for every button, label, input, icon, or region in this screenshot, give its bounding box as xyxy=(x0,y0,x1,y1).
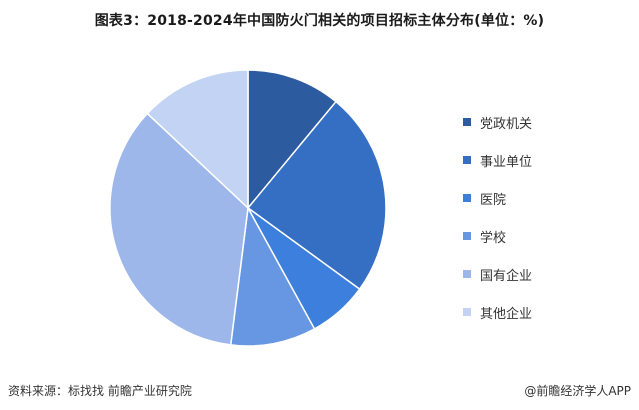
pie-slice-4 xyxy=(109,112,249,346)
legend-item-3: 学校 xyxy=(463,217,532,255)
legend-swatch xyxy=(463,156,471,164)
legend-label: 国有企业 xyxy=(480,268,533,284)
pie-slice-3 xyxy=(229,205,316,347)
legend: 党政机关事业单位医院学校国有企业其他企业 xyxy=(463,103,532,331)
legend-item-4: 国有企业 xyxy=(463,255,532,293)
legend-label: 其他企业 xyxy=(480,306,533,322)
legend-item-0: 党政机关 xyxy=(463,103,532,141)
legend-swatch xyxy=(463,194,471,202)
legend-swatch xyxy=(463,308,471,316)
pie-slice-0 xyxy=(247,69,338,211)
legend-label: 学校 xyxy=(480,230,507,246)
pie-slice-1 xyxy=(246,100,387,291)
source-note: 资料来源：标找找 前瞻产业研究院 xyxy=(8,384,192,398)
legend-swatch xyxy=(463,232,471,240)
legend-item-1: 事业单位 xyxy=(463,141,532,179)
legend-item-5: 其他企业 xyxy=(463,293,532,331)
legend-item-2: 医院 xyxy=(463,179,532,217)
pie-slice-5 xyxy=(146,69,249,210)
copyright-note: @前瞻经济学人APP xyxy=(524,384,631,398)
legend-swatch xyxy=(463,270,471,278)
legend-label: 事业单位 xyxy=(480,154,533,170)
legend-swatch xyxy=(463,118,471,126)
chart-title: 图表3：2018-2024年中国防火门相关的项目招标主体分布(单位：%) xyxy=(94,13,545,29)
legend-label: 医院 xyxy=(480,192,507,208)
legend-label: 党政机关 xyxy=(480,116,533,132)
